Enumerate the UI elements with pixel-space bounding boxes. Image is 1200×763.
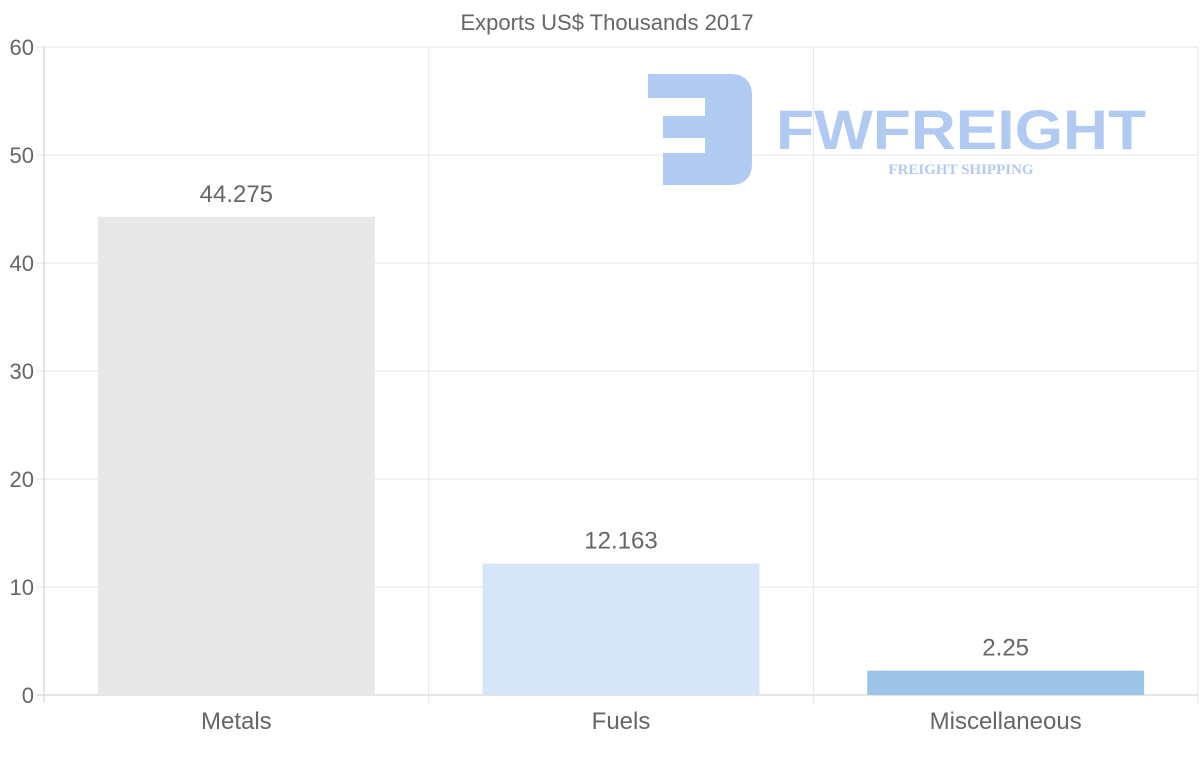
y-tick-label: 40 bbox=[10, 251, 34, 276]
bar-fuels bbox=[482, 563, 760, 695]
labels: 0 10 20 30 40 50 60 44.275 Metals 12.163 Fuels 2.25… bbox=[10, 35, 1082, 735]
y-tick-label: 10 bbox=[10, 575, 34, 600]
y-tick-label: 0 bbox=[22, 683, 34, 708]
y-tick-label: 50 bbox=[10, 143, 34, 168]
chart-title: Exports US$ Thousands 2017 bbox=[460, 10, 753, 35]
y-tick-label: 20 bbox=[10, 467, 34, 492]
logo-brand-text: FWFREIGHT bbox=[776, 98, 1146, 161]
logo-tagline-text: FREIGHT SHIPPING bbox=[888, 162, 1033, 178]
data-label: 12.163 bbox=[584, 528, 657, 555]
bar-metals bbox=[97, 216, 375, 695]
y-tick-label: 30 bbox=[10, 359, 34, 384]
x-tick-label: Miscellaneous bbox=[930, 708, 1082, 735]
watermark-logo: FWFREIGHT FREIGHT SHIPPING bbox=[648, 74, 1146, 185]
x-tick-label: Fuels bbox=[592, 708, 651, 735]
logo-mark-icon bbox=[648, 74, 752, 185]
bars bbox=[97, 216, 1145, 695]
data-label: 44.275 bbox=[200, 181, 273, 208]
x-tick-label: Metals bbox=[201, 708, 272, 735]
data-label: 2.25 bbox=[982, 635, 1029, 662]
y-tick-label: 60 bbox=[10, 35, 34, 60]
bar-miscellaneous bbox=[867, 670, 1145, 695]
